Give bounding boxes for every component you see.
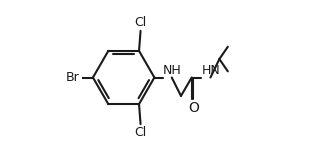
Text: HN: HN: [202, 64, 220, 77]
Text: Br: Br: [66, 71, 80, 84]
Text: Cl: Cl: [135, 16, 147, 29]
Text: O: O: [188, 101, 199, 115]
Text: Cl: Cl: [135, 126, 147, 139]
Text: NH: NH: [163, 64, 182, 77]
